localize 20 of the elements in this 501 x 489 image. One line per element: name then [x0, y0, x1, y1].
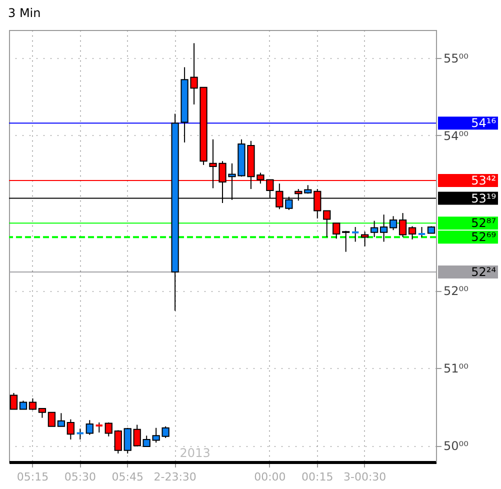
x-tick-label: 05:15 — [16, 470, 49, 484]
ref-line-label: 53⁴² — [471, 173, 496, 188]
y-tick-label: 50⁰⁰ — [444, 439, 469, 454]
y-tick-label: 55⁰⁰ — [444, 51, 469, 66]
ref-line-label: 52⁶⁹ — [471, 230, 496, 244]
y-tick-label: 52⁰⁰ — [444, 284, 469, 298]
y-tick-label: 51⁰⁰ — [444, 362, 469, 376]
annotation: 2013 — [180, 446, 210, 460]
x-tick-label: 05:45 — [112, 470, 144, 484]
x-tick-label: 00:15 — [302, 470, 334, 484]
x-tick-label: 05:30 — [64, 470, 96, 484]
x-tick-label: 3-00:30 — [343, 470, 386, 484]
x-tick-label: 2-23:30 — [154, 470, 196, 484]
chart-title: 3 Min — [8, 6, 41, 20]
ref-line-label: 53¹⁹ — [471, 191, 496, 206]
ref-line-label: 52⁸⁷ — [471, 216, 496, 230]
x-tick-label: 00:00 — [254, 470, 286, 484]
y-tick-label: 54⁰⁰ — [444, 128, 469, 143]
ref-line-label: 52²⁴ — [471, 264, 496, 279]
ref-line-label: 54¹⁶ — [471, 116, 496, 130]
